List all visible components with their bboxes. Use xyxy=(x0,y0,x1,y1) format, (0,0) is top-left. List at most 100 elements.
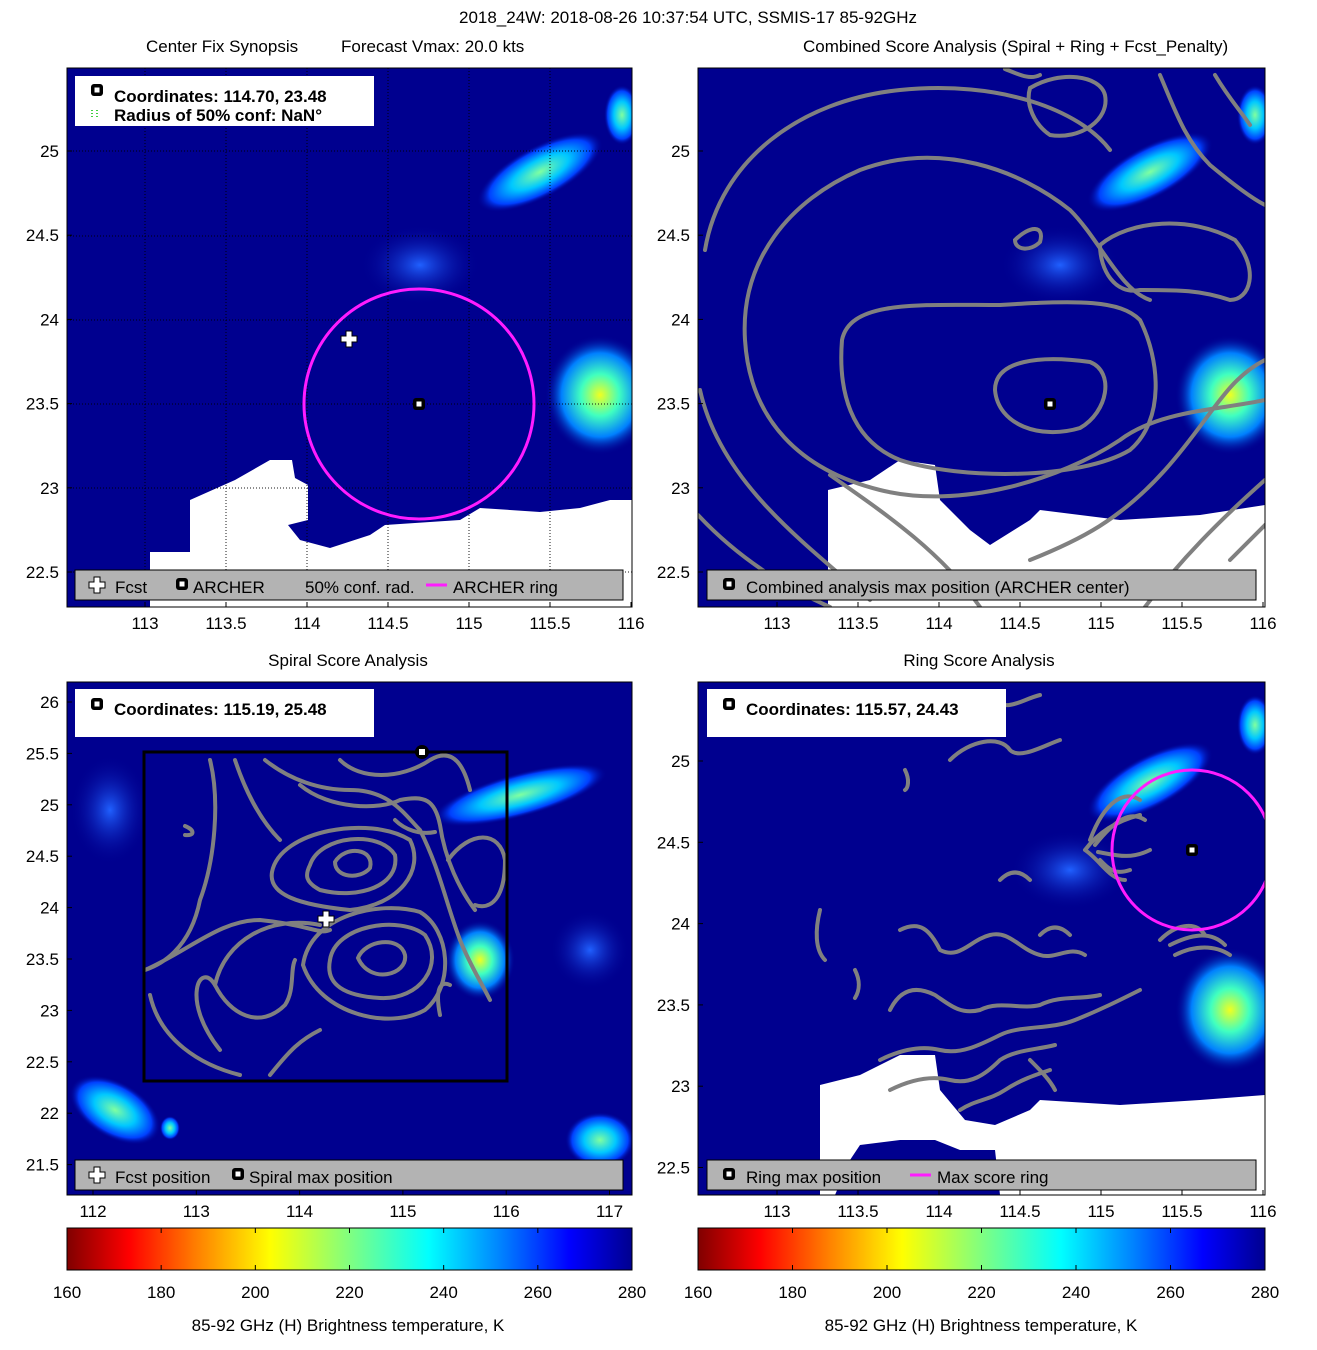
ring-legend-max-label: Ring max position xyxy=(746,1168,881,1187)
panel-spiral-title: Spiral Score Analysis xyxy=(268,651,428,670)
synopsis-ytick-label: 24.5 xyxy=(26,226,59,245)
combined-ytick-label: 24.5 xyxy=(657,226,690,245)
colorbar-left-scale xyxy=(66,1227,633,1271)
synopsis-convection-corner xyxy=(604,85,632,145)
panel-ring-title: Ring Score Analysis xyxy=(903,651,1054,670)
ring-max-score-ring xyxy=(1110,768,1265,932)
ring-convection-corner xyxy=(1237,695,1265,755)
spiral-ytick-label: 25.5 xyxy=(26,744,59,763)
colorbar-right-tick-label: 240 xyxy=(1062,1283,1090,1302)
combined-xtick-label: 114.5 xyxy=(999,614,1040,633)
colorbar-right: 160 180 200 220 240 260 280 85-92 GHz (H) Brig… xyxy=(684,1227,1279,1335)
combined-legend-label: Combined analysis max position (ARCHER c… xyxy=(746,578,1130,597)
spiral-ytick-label: 23.5 xyxy=(26,950,59,969)
colorbar-left-label: 85-92 GHz (H) Brightness temperature, K xyxy=(192,1316,505,1335)
panel-synopsis-title: Center Fix Synopsis xyxy=(146,37,298,56)
ring-coordinates: Coordinates: 115.57, 24.43 xyxy=(746,700,959,719)
colorbar-right-tick-label: 160 xyxy=(684,1283,712,1302)
synopsis-xtick-label: 114.5 xyxy=(367,614,408,633)
ring-ytick-label: 22.5 xyxy=(657,1159,690,1178)
legend-fcst-label: Fcst xyxy=(115,578,147,597)
ring-convection-east xyxy=(1175,948,1265,1072)
spiral-max-marker xyxy=(415,745,429,759)
ring-legend: Ring max position Max score ring xyxy=(706,1159,1257,1191)
spiral-convection-small xyxy=(160,1116,180,1140)
spiral-ytick-label: 22 xyxy=(40,1104,59,1123)
combined-convection-corner xyxy=(1237,85,1265,145)
synopsis-convection-north xyxy=(476,131,604,213)
synopsis-xtick-label: 115 xyxy=(455,614,482,633)
combined-moist-band xyxy=(1000,225,1120,305)
spiral-convection-sw xyxy=(69,1075,161,1145)
combined-xtick-label: 114 xyxy=(925,614,952,633)
colorbar-left-tick-label: 260 xyxy=(524,1283,552,1302)
spiral-ytick-label: 23 xyxy=(40,1001,59,1020)
spiral-legend-fcst-label: Fcst position xyxy=(115,1168,210,1187)
combined-ytick-label: 23.5 xyxy=(657,395,690,414)
colorbar-left: 160 180 200 220 240 260 280 85-92 GHz (H) Brig… xyxy=(53,1227,646,1335)
ring-xtick-label: 116 xyxy=(1249,1202,1276,1221)
legend-fcst-icon xyxy=(88,576,106,594)
spiral-convection-se xyxy=(565,1112,632,1168)
synopsis-ytick-label: 22.5 xyxy=(26,563,59,582)
combined-xtick-label: 113 xyxy=(763,614,790,633)
ring-xtick-label: 113 xyxy=(763,1202,790,1221)
colorbar-right-tick-label: 180 xyxy=(778,1283,806,1302)
colorbar-right-label: 85-92 GHz (H) Brightness temperature, K xyxy=(825,1316,1138,1335)
colorbar-left-tick-label: 280 xyxy=(618,1283,646,1302)
spiral-convection-east xyxy=(445,920,515,1000)
combined-ytick-label: 25 xyxy=(671,142,690,161)
synopsis-ytick-label: 24 xyxy=(40,310,59,329)
synopsis-xtick-label: 114 xyxy=(293,614,320,633)
ring-ytick-label: 25 xyxy=(671,752,690,771)
spiral-xtick-label: 115 xyxy=(389,1202,416,1221)
colorbar-left-tick-label: 240 xyxy=(429,1283,457,1302)
synopsis-xtick-label: 113 xyxy=(131,614,158,633)
synopsis-convection-east xyxy=(545,335,632,455)
spiral-ytick-label: 21.5 xyxy=(26,1156,59,1175)
combined-ytick-label: 24 xyxy=(671,310,690,329)
spiral-legend-max-label: Spiral max position xyxy=(249,1168,393,1187)
panel-combined: Combined Score Analysis (Spiral + Ring +… xyxy=(657,37,1277,633)
synopsis-coordinates: Coordinates: 114.70, 23.48 xyxy=(114,87,327,106)
synopsis-archer-ring xyxy=(302,287,536,521)
ring-ytick-label: 24.5 xyxy=(657,833,690,852)
spiral-xtick-label: 113 xyxy=(183,1202,210,1221)
panel-synopsis: Center Fix Synopsis Forecast Vmax: 20.0 … xyxy=(26,37,645,633)
legend-archer-label: ARCHER xyxy=(193,578,265,597)
spiral-xtick-label: 112 xyxy=(79,1202,106,1221)
combined-convection-east xyxy=(1175,335,1265,455)
spiral-ytick-label: 25 xyxy=(40,796,59,815)
spiral-moist-east xyxy=(550,910,630,990)
spiral-xtick-label: 114 xyxy=(286,1202,313,1221)
spiral-coordinates: Coordinates: 115.19, 25.48 xyxy=(114,700,327,719)
combined-ytick-label: 22.5 xyxy=(657,563,690,582)
colorbar-right-tick-label: 220 xyxy=(967,1283,995,1302)
colorbar-right-tick-label: 260 xyxy=(1156,1283,1184,1302)
ring-xtick-label: 113.5 xyxy=(837,1202,878,1221)
spiral-xtick-label: 117 xyxy=(596,1202,623,1221)
combined-legend: Combined analysis max position (ARCHER c… xyxy=(706,569,1257,601)
panel-spiral: Spiral Score Analysis xyxy=(26,651,633,1221)
spiral-ytick-label: 24 xyxy=(40,899,59,918)
ring-moist-band xyxy=(1010,830,1130,910)
spiral-info-box: Coordinates: 115.19, 25.48 xyxy=(75,689,374,737)
panel-ring: Ring Score Analysis xyxy=(657,651,1277,1221)
synopsis-ytick-label: 23 xyxy=(40,479,59,498)
ring-max-marker xyxy=(1186,844,1198,856)
synopsis-legend: Fcst ARCHER 50% conf. rad. ARCHER ring xyxy=(74,569,624,601)
ring-info-box: Coordinates: 115.57, 24.43 xyxy=(707,689,1006,737)
synopsis-xtick-label: 113.5 xyxy=(205,614,246,633)
ring-xtick-label: 115.5 xyxy=(1161,1202,1202,1221)
colorbar-right-tick-label: 280 xyxy=(1251,1283,1279,1302)
ring-xtick-label: 114 xyxy=(925,1202,952,1221)
synopsis-moist-band xyxy=(360,225,480,305)
combined-max-marker xyxy=(1044,398,1056,410)
legend-conf-label: 50% conf. rad. xyxy=(305,578,415,597)
combined-axes-frame xyxy=(697,67,1266,608)
combined-contours xyxy=(698,68,1265,607)
ring-legend-ring-label: Max score ring xyxy=(937,1168,1048,1187)
colorbar-right-scale xyxy=(697,1227,1266,1271)
spiral-moist-west xyxy=(70,755,150,865)
